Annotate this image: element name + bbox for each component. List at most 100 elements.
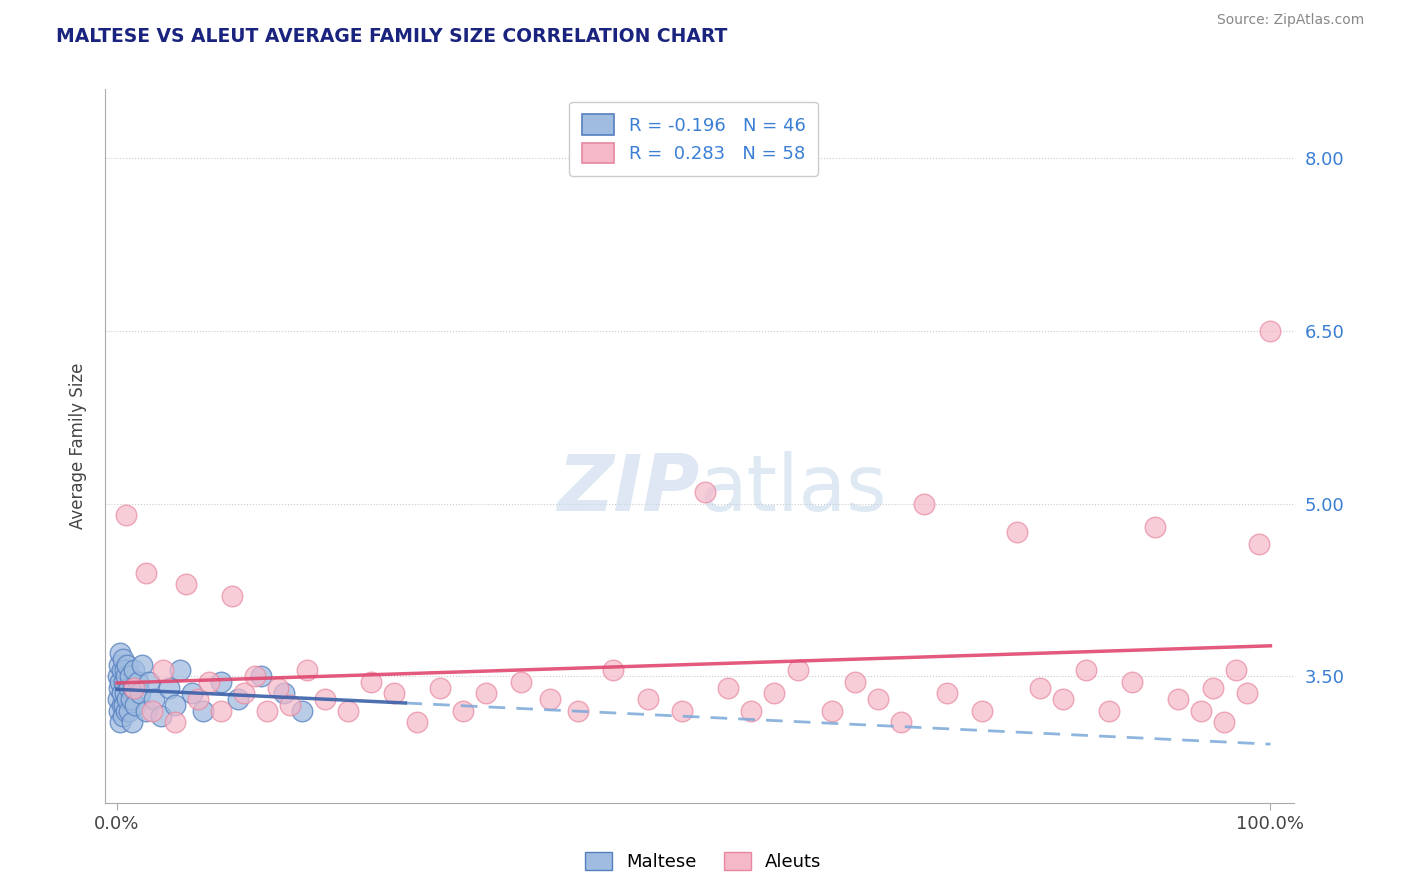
Point	[142, 692, 165, 706]
Point	[149, 709, 172, 723]
Point	[157, 681, 180, 695]
Point	[110, 646, 132, 660]
Text: Source: ZipAtlas.com: Source: ZipAtlas.com	[1216, 13, 1364, 28]
Point	[117, 681, 139, 695]
Point	[209, 675, 232, 690]
Point	[112, 698, 135, 712]
Point	[429, 681, 451, 695]
Point	[169, 664, 191, 678]
Point	[1213, 715, 1236, 730]
Point	[138, 675, 160, 690]
Text: atlas: atlas	[700, 450, 887, 527]
Point	[695, 485, 717, 500]
Point	[475, 686, 498, 700]
Point	[107, 692, 129, 706]
Point	[1167, 692, 1189, 706]
Point	[226, 692, 249, 706]
Point	[131, 657, 153, 672]
Point	[1236, 686, 1258, 700]
Point	[868, 692, 890, 706]
Point	[110, 675, 132, 690]
Point	[336, 704, 359, 718]
Point	[124, 681, 146, 695]
Point	[256, 704, 278, 718]
Point	[406, 715, 429, 730]
Point	[821, 704, 844, 718]
Point	[111, 709, 134, 723]
Point	[763, 686, 786, 700]
Point	[1225, 664, 1247, 678]
Point	[273, 686, 295, 700]
Point	[717, 681, 740, 695]
Point	[382, 686, 405, 700]
Point	[451, 704, 474, 718]
Text: MALTESE VS ALEUT AVERAGE FAMILY SIZE CORRELATION CHART: MALTESE VS ALEUT AVERAGE FAMILY SIZE COR…	[56, 27, 728, 45]
Point	[1121, 675, 1143, 690]
Point	[1202, 681, 1225, 695]
Point	[198, 675, 221, 690]
Point	[232, 686, 254, 700]
Point	[844, 675, 866, 690]
Point	[1074, 664, 1097, 678]
Point	[209, 704, 232, 718]
Point	[187, 692, 209, 706]
Point	[538, 692, 561, 706]
Point	[290, 704, 312, 718]
Point	[108, 657, 131, 672]
Point	[115, 669, 138, 683]
Point	[121, 715, 143, 730]
Point	[112, 675, 135, 690]
Point	[124, 664, 146, 678]
Point	[786, 664, 808, 678]
Point	[117, 657, 139, 672]
Point	[740, 704, 762, 718]
Point	[152, 664, 174, 678]
Point	[120, 692, 142, 706]
Y-axis label: Average Family Size: Average Family Size	[69, 363, 87, 529]
Point	[1260, 324, 1282, 338]
Point	[1052, 692, 1074, 706]
Point	[297, 664, 319, 678]
Point	[135, 704, 157, 718]
Point	[314, 692, 336, 706]
Point	[250, 669, 273, 683]
Point	[936, 686, 959, 700]
Point	[509, 675, 531, 690]
Point	[115, 704, 138, 718]
Point	[970, 704, 993, 718]
Point	[1189, 704, 1212, 718]
Point	[135, 566, 157, 580]
Point	[174, 577, 197, 591]
Point	[108, 681, 131, 695]
Point	[108, 704, 131, 718]
Point	[110, 686, 132, 700]
Point	[245, 669, 267, 683]
Point	[671, 704, 693, 718]
Point	[141, 704, 163, 718]
Point	[111, 652, 134, 666]
Point	[117, 692, 139, 706]
Point	[163, 698, 186, 712]
Point	[193, 704, 215, 718]
Point	[110, 715, 132, 730]
Legend: R = -0.196   N = 46, R =  0.283   N = 58: R = -0.196 N = 46, R = 0.283 N = 58	[569, 102, 818, 176]
Point	[567, 704, 589, 718]
Point	[360, 675, 382, 690]
Legend: Maltese, Aleuts: Maltese, Aleuts	[578, 845, 828, 879]
Point	[107, 669, 129, 683]
Point	[181, 686, 204, 700]
Point	[122, 681, 145, 695]
Point	[890, 715, 912, 730]
Point	[114, 686, 136, 700]
Point	[278, 698, 301, 712]
Point	[1144, 519, 1167, 533]
Point	[114, 664, 136, 678]
Point	[110, 698, 132, 712]
Point	[1247, 537, 1270, 551]
Point	[110, 664, 132, 678]
Point	[124, 698, 146, 712]
Point	[912, 497, 935, 511]
Point	[115, 508, 138, 522]
Point	[129, 686, 152, 700]
Point	[1098, 704, 1121, 718]
